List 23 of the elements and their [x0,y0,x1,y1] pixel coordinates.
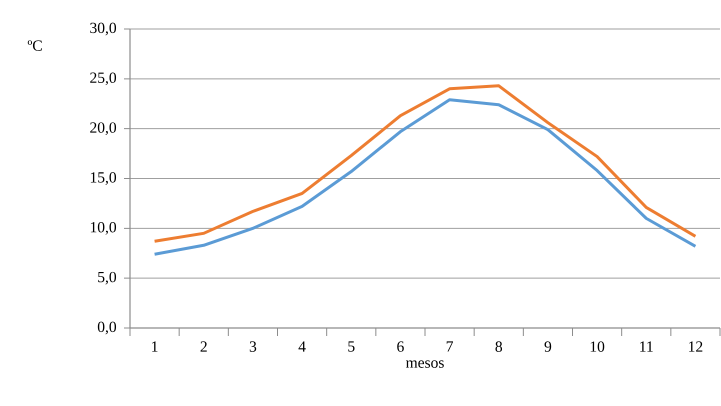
x-tick-label: 4 [298,341,306,352]
x-tick-label: 12 [689,341,702,352]
x-tick-label: 8 [495,341,502,352]
y-tick-label: 10,0 [90,222,116,235]
x-tick-label: 7 [446,341,454,352]
x-tick-label: 1 [152,341,158,352]
x-tick-label: 2 [200,341,207,352]
x-tick-label: 5 [348,341,355,352]
x-tick-label: 3 [250,341,256,352]
x-axis-title: mesos [406,360,444,368]
y-axis-title: ºC [28,40,42,51]
x-tick-label: 10 [590,341,604,352]
y-tick-label: 15,0 [90,172,116,185]
x-tick-label: 9 [544,341,552,352]
x-tick-label: 11 [640,341,653,352]
line-series [153,98,697,256]
y-tick-label: 0,0 [98,322,116,334]
y-tick-label: 25,0 [90,72,116,86]
y-tick-label: 20,0 [90,122,116,136]
x-tick-label: 6 [397,341,404,352]
line-series [153,84,697,243]
y-tick-label: 30,0 [90,22,116,36]
y-tick-label: 5,0 [98,272,116,285]
